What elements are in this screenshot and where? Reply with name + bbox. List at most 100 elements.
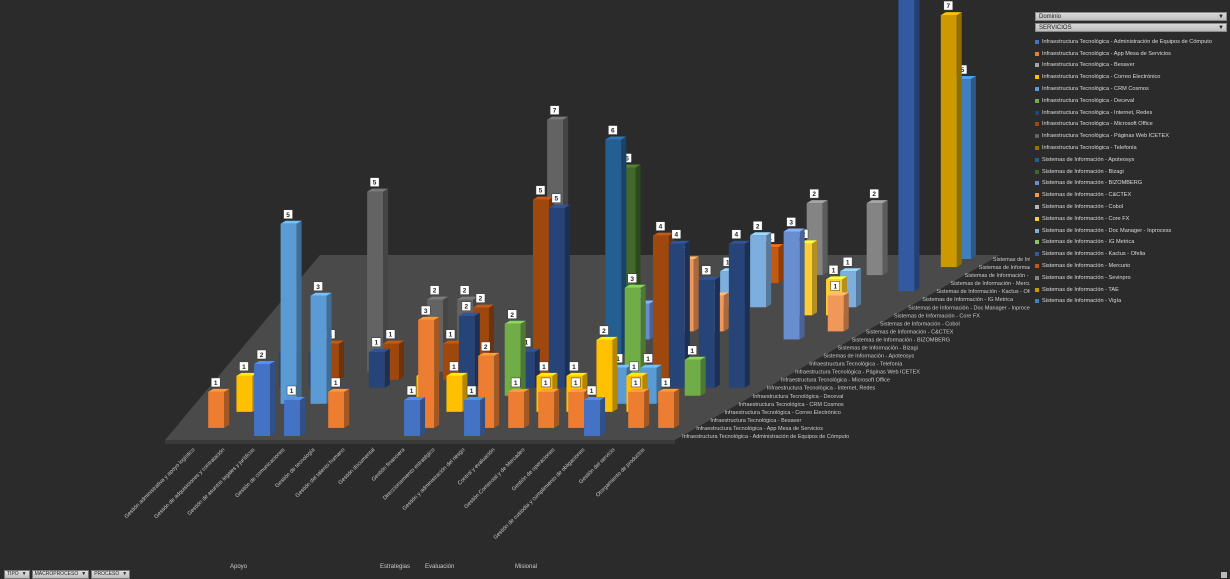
legend-item[interactable]: Infraestructura Tecnológica - Administra… bbox=[1035, 36, 1227, 48]
bar[interactable]: 1 bbox=[628, 377, 650, 428]
resize-handle[interactable] bbox=[1221, 572, 1227, 578]
bar[interactable]: 1 bbox=[508, 377, 530, 428]
data-label-box bbox=[286, 385, 297, 396]
bar[interactable]: 7 bbox=[940, 0, 962, 268]
bar[interactable]: 2 bbox=[596, 325, 618, 412]
bar[interactable]: 10 bbox=[898, 0, 920, 292]
legend-item[interactable]: Infraestructura Tecnológica - Correo Ele… bbox=[1035, 71, 1227, 83]
data-label-box bbox=[828, 265, 839, 275]
bar[interactable]: 1 bbox=[658, 377, 680, 428]
legend-item[interactable]: Sistemas de Información - Core FX bbox=[1035, 213, 1227, 225]
legend-label: Infraestructura Tecnológica - Microsoft … bbox=[1042, 121, 1153, 128]
legend-item[interactable]: Infraestructura Tecnológica - CRM Cosmos bbox=[1035, 83, 1227, 95]
legend-item[interactable]: Sistemas de Información - C&CTEX bbox=[1035, 189, 1227, 201]
bar[interactable]: 1 bbox=[328, 377, 350, 428]
bar[interactable]: 1 bbox=[584, 385, 606, 436]
data-label-box bbox=[369, 177, 380, 187]
legend-label: Sistemas de Información - Apoteosys bbox=[1042, 156, 1135, 163]
legend-item[interactable]: Sistemas de Información - Bizagi bbox=[1035, 166, 1227, 178]
legend-item[interactable]: Infraestructura Tecnológica - Páginas We… bbox=[1035, 130, 1227, 142]
bar[interactable]: 5 bbox=[548, 193, 570, 388]
data-label-box bbox=[627, 273, 637, 284]
depth-tick-label: Infraestructura Tecnológica - Internet, … bbox=[767, 386, 876, 392]
legend-item[interactable]: Infraestructura Tecnológica - Internet, … bbox=[1035, 107, 1227, 119]
legend-item[interactable]: Sistemas de Información - Cobol bbox=[1035, 201, 1227, 213]
data-label-box bbox=[420, 305, 431, 316]
data-label-box bbox=[313, 281, 323, 292]
data-label-box bbox=[842, 257, 853, 267]
chevron-down-icon[interactable]: ▼ bbox=[1218, 14, 1224, 20]
depth-axis-labels: Infraestructura Tecnológica - Administra… bbox=[682, 257, 1030, 440]
bar[interactable]: 2 bbox=[750, 221, 772, 308]
data-label: 1 bbox=[542, 364, 546, 371]
bar[interactable]: 2 bbox=[458, 301, 480, 388]
legend-item[interactable]: Sistemas de Información - BIZOMBERG bbox=[1035, 178, 1227, 190]
data-label: 1 bbox=[634, 380, 638, 387]
depth-tick-label: Sistemas de Información - Mercurio bbox=[951, 281, 1030, 287]
legend-item[interactable]: Sistemas de Información - Doc Manager - … bbox=[1035, 225, 1227, 237]
data-label-box bbox=[869, 188, 879, 199]
depth-tick-label: Sistemas de Información - C&CTEX bbox=[866, 329, 954, 335]
bar[interactable]: 1 bbox=[404, 385, 426, 436]
legend-swatch bbox=[1035, 240, 1039, 245]
bar[interactable]: 1 bbox=[684, 345, 706, 396]
bar[interactable]: 2 bbox=[866, 188, 888, 276]
legend-item[interactable]: Sistemas de Información - TAE bbox=[1035, 284, 1227, 296]
legend-swatch bbox=[1035, 275, 1039, 280]
legend-label: Infraestructura Tecnológica - Telefonía bbox=[1042, 145, 1137, 152]
depth-tick-label: Infraestructura Tecnológica - Páginas We… bbox=[795, 370, 920, 376]
legend-item[interactable]: Sistemas de Información - Apoteosys bbox=[1035, 154, 1227, 166]
data-label-box bbox=[687, 345, 697, 356]
bar[interactable]: 1 bbox=[368, 337, 390, 388]
legend-item[interactable]: Sistemas de Información - Mercurio bbox=[1035, 260, 1227, 272]
legend-item[interactable]: Sistemas de Información - Sevinpro bbox=[1035, 272, 1227, 284]
data-label: 1 bbox=[470, 388, 474, 395]
legend-item[interactable]: Sistemas de Información - IG Metrica bbox=[1035, 237, 1227, 249]
chevron-down-icon[interactable]: ▼ bbox=[81, 571, 87, 577]
legend-swatch bbox=[1035, 98, 1039, 103]
legend-item[interactable]: Infraestructura Tecnológica - Telefonía bbox=[1035, 142, 1227, 154]
legend-label: Infraestructura Tecnológica - Páginas We… bbox=[1042, 133, 1169, 140]
bar[interactable]: 1 bbox=[208, 377, 230, 428]
legend-item[interactable]: Infraestructura Tecnológica - Deceval bbox=[1035, 95, 1227, 107]
data-label-box bbox=[540, 377, 551, 388]
legend-item[interactable]: Infraestructura Tecnológica - Besaver bbox=[1035, 60, 1227, 72]
data-label-box bbox=[475, 293, 486, 303]
legend-item[interactable]: Sistemas de Información - Kactus - Ofeli… bbox=[1035, 248, 1227, 260]
data-label-box bbox=[539, 361, 549, 372]
chevron-down-icon[interactable]: ▼ bbox=[1218, 25, 1224, 31]
data-label-box bbox=[608, 125, 618, 135]
bar[interactable]: 1 bbox=[464, 385, 486, 436]
legend-item[interactable]: Infraestructura Tecnológica - Microsoft … bbox=[1035, 119, 1227, 131]
data-label-box bbox=[549, 105, 560, 115]
data-label-box bbox=[599, 325, 609, 336]
bar[interactable]: 6 bbox=[605, 125, 627, 356]
depth-tick-label: Infraestructura Tecnológica - Administra… bbox=[682, 434, 849, 440]
legend-swatch bbox=[1035, 110, 1039, 115]
group-axis-labels: Apoyo Estrategias Evaluación Misional bbox=[230, 564, 537, 570]
data-label: 1 bbox=[334, 380, 338, 387]
bar[interactable]: 1 bbox=[538, 377, 560, 428]
data-label: 3 bbox=[424, 308, 428, 315]
legend-item[interactable]: Sistemas de Información - Vigía bbox=[1035, 296, 1227, 308]
legend-swatch bbox=[1035, 252, 1039, 257]
chevron-down-icon[interactable]: ▼ bbox=[21, 571, 27, 577]
bar[interactable]: 3 bbox=[310, 281, 332, 404]
dominio-filter[interactable]: Dominio ▼ bbox=[1035, 12, 1227, 21]
data-label: 5 bbox=[961, 67, 965, 74]
legend-item[interactable]: Infraestructura Tecnológica - App Mesa d… bbox=[1035, 48, 1227, 60]
bar[interactable]: 5 bbox=[367, 177, 389, 372]
bar[interactable]: 2 bbox=[254, 349, 276, 436]
servicios-filter[interactable]: SERVICIOS ▼ bbox=[1035, 23, 1227, 32]
bar[interactable]: 4 bbox=[728, 229, 750, 388]
bar[interactable]: 1 bbox=[827, 281, 849, 332]
category-tick-label: Gestión del talento humano bbox=[295, 447, 347, 499]
bar[interactable]: 3 bbox=[783, 217, 805, 340]
field-buttons-bar: TIPO ▼ MACROPROCESO ▼ PROCESO ▼ bbox=[4, 570, 131, 579]
data-label: 2 bbox=[510, 312, 514, 319]
bar[interactable]: 5 bbox=[280, 209, 302, 404]
bar[interactable]: 1 bbox=[284, 385, 306, 436]
legend-label: Sistemas de Información - TAE bbox=[1042, 286, 1119, 293]
chevron-down-icon[interactable]: ▼ bbox=[122, 571, 128, 577]
depth-tick-label: Sistemas de Información - BIZOMBERG bbox=[852, 337, 950, 343]
